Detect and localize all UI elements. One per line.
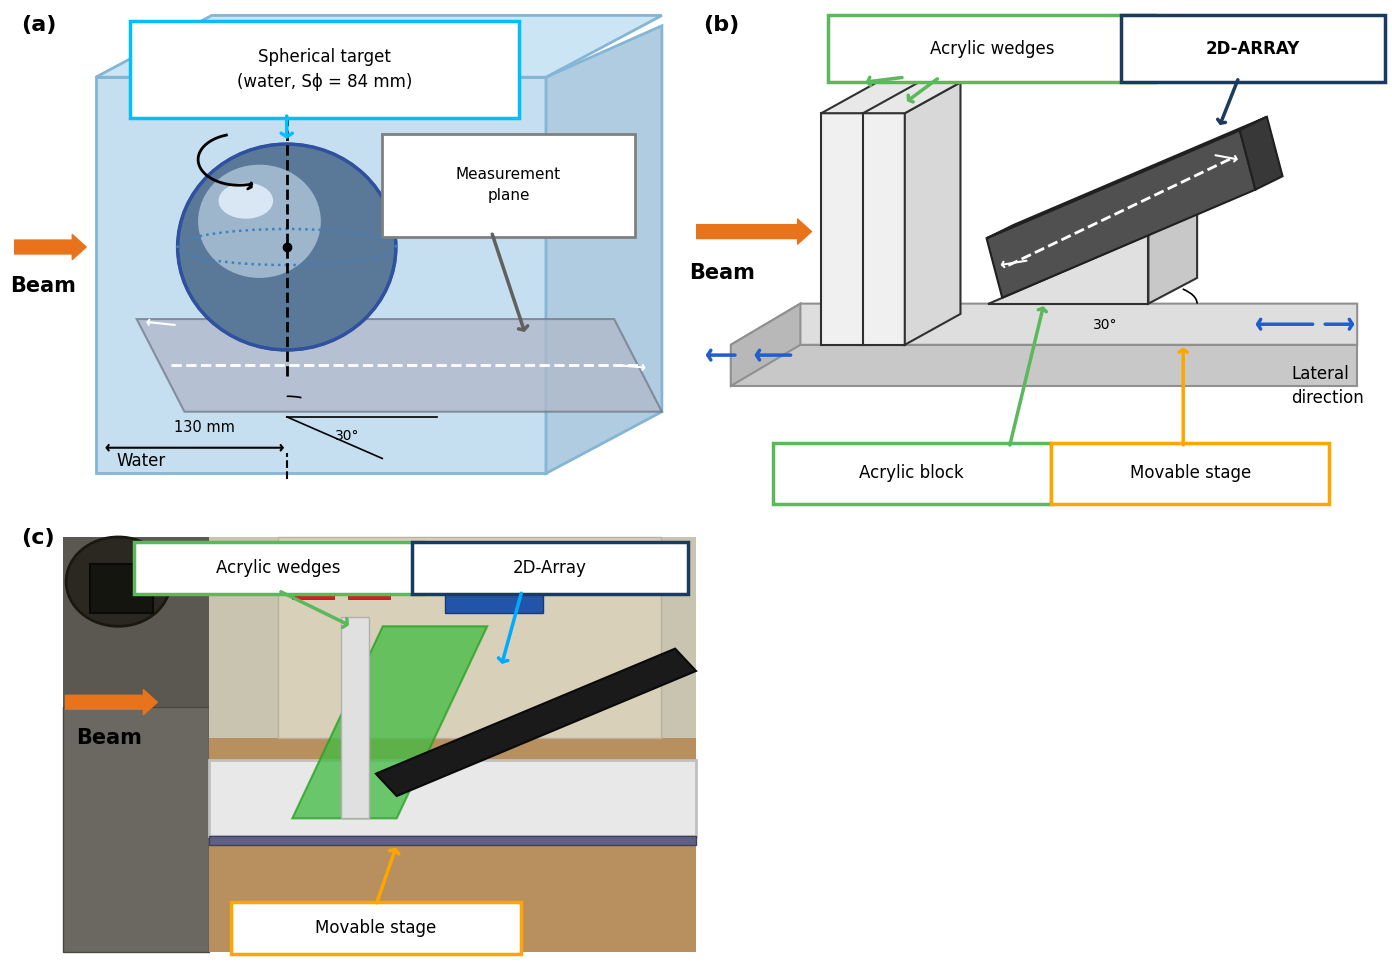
FancyBboxPatch shape	[1051, 443, 1329, 504]
FancyBboxPatch shape	[278, 537, 661, 738]
FancyArrowPatch shape	[685, 219, 812, 244]
FancyBboxPatch shape	[63, 707, 209, 953]
Polygon shape	[209, 760, 696, 836]
Polygon shape	[96, 16, 663, 77]
FancyBboxPatch shape	[348, 584, 390, 599]
FancyBboxPatch shape	[404, 552, 445, 568]
Polygon shape	[988, 235, 1148, 304]
Text: Acrylic wedges: Acrylic wedges	[930, 40, 1054, 58]
FancyArrowPatch shape	[10, 235, 86, 259]
FancyBboxPatch shape	[129, 20, 519, 118]
FancyBboxPatch shape	[348, 552, 390, 568]
Polygon shape	[292, 626, 487, 819]
Text: 2D-Array: 2D-Array	[512, 559, 587, 577]
Text: 130 mm: 130 mm	[174, 419, 235, 435]
Text: Acrylic wedges: Acrylic wedges	[216, 559, 341, 577]
Polygon shape	[821, 114, 905, 345]
Text: 30°: 30°	[1093, 318, 1118, 332]
Polygon shape	[1148, 210, 1197, 304]
FancyBboxPatch shape	[383, 134, 635, 237]
FancyBboxPatch shape	[63, 537, 696, 953]
Text: Movable stage: Movable stage	[315, 919, 437, 937]
FancyBboxPatch shape	[773, 443, 1051, 504]
Ellipse shape	[178, 144, 395, 350]
Polygon shape	[731, 345, 1357, 385]
Text: Beam: Beam	[77, 728, 142, 748]
FancyBboxPatch shape	[231, 902, 521, 954]
Polygon shape	[209, 836, 696, 845]
FancyBboxPatch shape	[209, 537, 696, 760]
Polygon shape	[96, 77, 546, 474]
Polygon shape	[376, 649, 696, 796]
FancyBboxPatch shape	[90, 564, 153, 613]
Ellipse shape	[219, 183, 273, 218]
Text: 2D-ARRAY: 2D-ARRAY	[1205, 40, 1300, 58]
Polygon shape	[987, 117, 1267, 238]
Text: Spherical target
(water, Sϕ = 84 mm): Spherical target (water, Sϕ = 84 mm)	[237, 48, 412, 91]
Text: Acrylic block: Acrylic block	[859, 464, 965, 483]
Text: Water: Water	[117, 452, 166, 470]
Text: (c): (c)	[21, 528, 54, 548]
Polygon shape	[546, 25, 663, 474]
FancyBboxPatch shape	[1121, 16, 1385, 83]
Ellipse shape	[67, 537, 171, 626]
Polygon shape	[731, 304, 800, 385]
Text: Lateral
direction: Lateral direction	[1292, 365, 1364, 407]
FancyArrowPatch shape	[65, 689, 157, 715]
Text: (b): (b)	[703, 16, 739, 35]
FancyBboxPatch shape	[209, 738, 696, 953]
Text: Beam: Beam	[11, 276, 77, 295]
FancyBboxPatch shape	[828, 16, 1155, 83]
FancyBboxPatch shape	[292, 552, 334, 568]
Text: Beam: Beam	[689, 263, 754, 283]
Polygon shape	[987, 130, 1256, 298]
Text: (a): (a)	[21, 16, 56, 35]
FancyBboxPatch shape	[292, 584, 334, 599]
Polygon shape	[731, 304, 1357, 345]
Polygon shape	[63, 537, 209, 953]
FancyBboxPatch shape	[445, 546, 543, 613]
Ellipse shape	[198, 165, 322, 278]
Text: 30°: 30°	[334, 429, 359, 443]
FancyBboxPatch shape	[134, 543, 423, 594]
FancyBboxPatch shape	[341, 618, 369, 819]
Polygon shape	[905, 83, 960, 345]
Text: Measurement
plane: Measurement plane	[455, 167, 561, 203]
Polygon shape	[1240, 117, 1282, 189]
FancyBboxPatch shape	[412, 543, 688, 594]
Polygon shape	[136, 319, 663, 412]
Text: Movable stage: Movable stage	[1129, 464, 1251, 483]
Polygon shape	[821, 83, 960, 114]
